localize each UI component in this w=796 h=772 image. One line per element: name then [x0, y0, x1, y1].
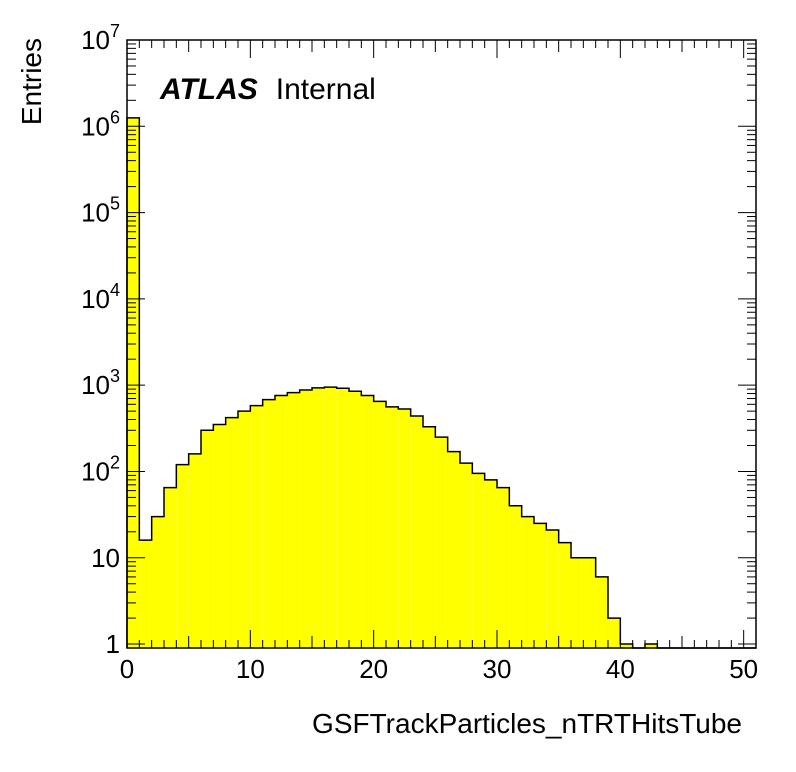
histogram-bar	[213, 424, 226, 648]
histogram-bar	[275, 395, 288, 648]
y-axis-title: Entries	[16, 38, 47, 125]
histogram-bar	[509, 505, 522, 648]
histogram-bar	[608, 618, 621, 648]
histogram-bar	[410, 415, 423, 648]
histogram-bar	[238, 411, 251, 648]
y-axis-ticks	[127, 39, 756, 645]
histogram-bar	[176, 464, 189, 648]
x-tick-label: 30	[483, 654, 512, 684]
y-tick-label: 10	[91, 543, 120, 573]
y-tick-label: 105	[81, 194, 120, 228]
x-axis-title: GSFTrackParticles_nTRTHitsTube	[312, 708, 742, 739]
histogram-bar	[546, 529, 559, 648]
x-tick-label: 40	[606, 654, 635, 684]
histogram-bar	[349, 391, 362, 648]
histogram-bar	[250, 405, 263, 648]
atlas-label: ATLAS Internal	[159, 73, 376, 106]
histogram-bar	[262, 399, 275, 648]
x-tick-label: 10	[236, 654, 265, 684]
histogram-bar	[423, 426, 436, 648]
y-tick-label: 107	[81, 21, 120, 55]
histogram-bar	[497, 487, 510, 648]
histogram-bar	[164, 487, 177, 648]
histogram-bar	[287, 392, 300, 648]
atlas-label-text: Internal	[276, 73, 376, 106]
y-axis-tick-labels: 1 10 102 103 104 105 106 107	[81, 21, 120, 659]
histogram-bar	[534, 523, 547, 648]
x-tick-label: 50	[729, 654, 758, 684]
atlas-label-bold: ATLAS	[159, 73, 258, 106]
histogram-bar	[595, 576, 608, 648]
y-tick-label: 102	[81, 452, 120, 486]
histogram-bar	[336, 388, 349, 648]
histogram-outline	[126, 117, 756, 649]
histogram-bar	[188, 453, 201, 648]
histogram-bar	[373, 401, 386, 648]
histogram-bar	[386, 406, 399, 648]
histogram-bar	[645, 644, 658, 648]
histogram-bar	[361, 395, 374, 648]
histogram-bar	[139, 540, 152, 648]
histogram-bar	[472, 473, 485, 648]
histogram-bar	[127, 117, 140, 648]
histogram-bar	[620, 644, 633, 648]
histogram-bars	[127, 117, 658, 648]
histogram-bar	[151, 516, 164, 648]
histogram-bar	[558, 542, 571, 648]
y-tick-label: 1	[106, 629, 120, 659]
x-axis-ticks	[126, 40, 757, 648]
x-tick-label: 20	[359, 654, 388, 684]
histogram-bar	[447, 451, 460, 648]
y-tick-label: 104	[81, 280, 120, 314]
histogram-bar	[324, 387, 337, 648]
y-tick-label: 103	[81, 366, 120, 400]
x-axis-tick-labels: 0 10 20 30 40 50	[120, 654, 758, 684]
histogram-bar	[484, 479, 497, 648]
histogram-bar	[435, 437, 448, 648]
y-tick-label: 106	[81, 107, 120, 141]
histogram-bar	[312, 387, 325, 648]
histogram-bar	[460, 463, 473, 648]
histogram-bar	[521, 516, 534, 648]
histogram-bar	[201, 430, 214, 648]
histogram-bar	[299, 389, 312, 648]
histogram-bar	[225, 417, 238, 648]
x-tick-label: 0	[120, 654, 134, 684]
histogram-bar	[571, 557, 584, 648]
histogram-bar	[583, 557, 596, 648]
histogram-bar	[398, 408, 411, 648]
